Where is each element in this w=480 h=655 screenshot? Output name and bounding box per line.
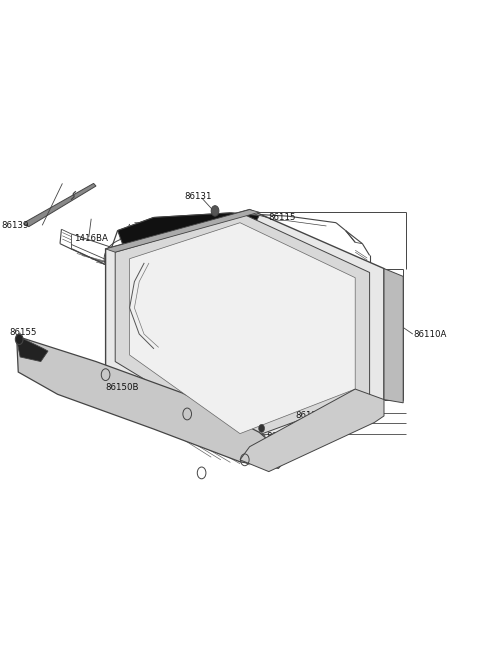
Polygon shape (17, 337, 48, 362)
Polygon shape (118, 213, 259, 244)
Text: 86124D: 86124D (295, 421, 329, 430)
Text: 86325C: 86325C (266, 432, 300, 441)
Text: 86139: 86139 (1, 221, 29, 230)
Polygon shape (17, 337, 288, 468)
Text: 86124A: 86124A (295, 411, 329, 420)
Text: 86131: 86131 (185, 192, 212, 201)
Polygon shape (24, 183, 96, 227)
Polygon shape (130, 223, 355, 434)
Text: 86138: 86138 (288, 318, 315, 327)
Polygon shape (115, 215, 370, 440)
Text: 1416BA: 1416BA (74, 234, 108, 243)
Polygon shape (106, 210, 259, 252)
Polygon shape (106, 210, 384, 447)
Circle shape (211, 206, 219, 216)
Polygon shape (240, 389, 384, 472)
Text: 86115: 86115 (269, 213, 296, 222)
Text: 86155: 86155 (10, 328, 37, 337)
Text: 86150B: 86150B (106, 383, 139, 392)
Circle shape (15, 334, 23, 345)
Polygon shape (384, 269, 403, 403)
Text: 86110A: 86110A (414, 329, 447, 339)
Circle shape (259, 424, 264, 432)
